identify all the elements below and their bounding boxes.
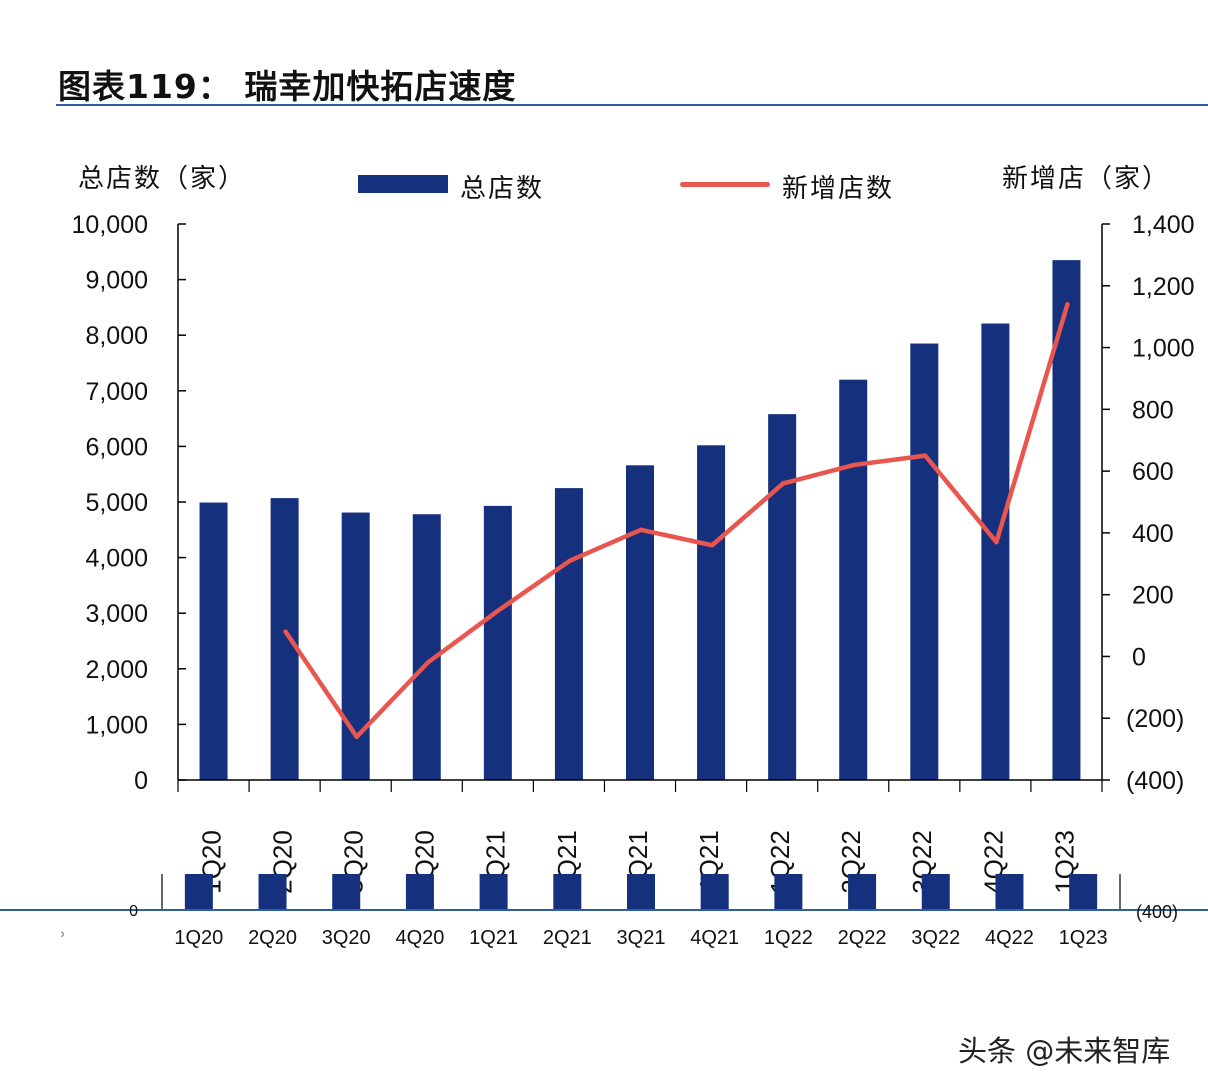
strip-x-label-4Q20: 4Q20 (395, 927, 444, 949)
left-tick-label: 4,000 (85, 545, 148, 573)
line-point-4Q22 (994, 539, 999, 545)
left-tick-label: 1,000 (85, 711, 148, 739)
bar-1Q22 (768, 414, 797, 780)
legend-bar-label: 总店数 (460, 174, 545, 204)
strip-bar-4Q20 (405, 874, 434, 910)
left-tick-label: 10,000 (72, 211, 148, 239)
bar-1Q21 (483, 505, 512, 780)
line-point-2Q22 (852, 462, 857, 468)
bar-4Q20 (412, 514, 441, 780)
strip-x-label-1Q22: 1Q22 (764, 927, 813, 949)
bar-2Q22 (839, 379, 868, 780)
right-axis-title: 新增店（家） (1002, 164, 1171, 194)
strip-x-label-1Q21: 1Q21 (469, 927, 518, 949)
watermark: 头条 @未来智库 (958, 1034, 1171, 1068)
right-tick-label: 0 (1132, 643, 1146, 671)
strip-x-label-2Q20: 2Q20 (248, 927, 297, 949)
strip-bar-3Q20 (332, 874, 361, 910)
right-tick-label: 1,000 (1132, 335, 1195, 363)
strip-bar-1Q22 (774, 874, 803, 910)
strip-x-label-3Q21: 3Q21 (617, 927, 666, 949)
right-tick-label: 400 (1132, 520, 1174, 548)
legend-line-swatch (680, 182, 770, 187)
right-tick-label: 200 (1132, 582, 1174, 610)
right-tick-label: 1,200 (1132, 273, 1195, 301)
strip-bar-1Q23 (1069, 874, 1098, 910)
line-point-3Q22 (923, 453, 928, 458)
line-point-3Q21 (638, 527, 644, 532)
bar-series (199, 260, 1081, 780)
left-tick-label: 3,000 (85, 600, 148, 628)
strip-bar-2Q22 (848, 874, 877, 910)
right-tick-label: (200) (1126, 705, 1184, 733)
bar-3Q22 (910, 343, 939, 780)
line-point-2Q21 (567, 558, 573, 563)
line-point-4Q20 (425, 660, 430, 665)
left-axis-title: 总店数（家） (78, 164, 247, 194)
duplicate-strip: 1Q20 2Q20 3Q20 4Q20 1Q21 2Q21 3Q21 4Q21 1Q22 2Q22… (0, 874, 1208, 949)
strip-x-label-2Q21: 2Q21 (543, 927, 592, 949)
left-tick-label: 0 (134, 767, 148, 795)
strip-bar-3Q22 (921, 874, 950, 910)
axes: 0 1,000 2,000 3,000 4,000 5,000 6,000 7,000 8,00… (72, 211, 1195, 795)
strip-left-label: 0 (129, 903, 138, 920)
strip-bar-2Q21 (553, 874, 582, 910)
legend-line-label: 新增店数 (782, 174, 895, 204)
left-tick-label: 8,000 (85, 322, 148, 350)
bar-4Q22 (981, 323, 1010, 780)
bar-1Q23 (1052, 260, 1081, 780)
right-tick-label: (400) (1126, 767, 1184, 795)
legend-bar-swatch (358, 175, 448, 193)
bar-1Q20 (199, 502, 228, 780)
line-point-1Q21 (496, 607, 502, 613)
scan-artifact: ʾ (60, 928, 67, 952)
left-tick-label: 2,000 (85, 656, 148, 684)
strip-bar-4Q22 (995, 874, 1024, 910)
strip-x-label-4Q21: 4Q21 (690, 927, 739, 949)
right-tick-label: 1,400 (1132, 211, 1195, 239)
bar-3Q20 (341, 512, 370, 780)
strip-right-label: (400) (1136, 902, 1178, 922)
bar-4Q21 (697, 445, 726, 780)
line-point-1Q22 (780, 481, 786, 486)
line-new-stores (283, 302, 1070, 740)
bar-2Q20 (270, 498, 299, 780)
left-tick-label: 9,000 (85, 267, 148, 295)
strip-x-label-3Q22: 3Q22 (911, 927, 960, 949)
line-point-3Q20 (354, 734, 359, 739)
line-point-4Q21 (709, 543, 715, 548)
left-tick-label: 5,000 (85, 489, 148, 517)
strip-bar-3Q21 (627, 874, 655, 910)
line-point-2Q20 (283, 629, 288, 634)
strip-bar-2Q20 (258, 874, 287, 910)
right-tick-label: 600 (1132, 458, 1174, 486)
right-tick-label: 800 (1132, 396, 1174, 424)
strip-bar-4Q21 (700, 874, 729, 910)
line-point-1Q23 (1065, 302, 1070, 307)
strip-x-label-3Q20: 3Q20 (322, 927, 371, 949)
bar-2Q21 (554, 488, 583, 780)
left-tick-label: 7,000 (85, 378, 148, 406)
title-divider (56, 104, 1208, 106)
line-series (283, 302, 1070, 740)
strip-x-label-1Q20: 1Q20 (174, 927, 223, 949)
strip-bar-1Q21 (479, 874, 508, 910)
strip-x-label-4Q22: 4Q22 (985, 927, 1034, 949)
left-tick-label: 6,000 (85, 433, 148, 461)
strip-bar-1Q20 (184, 874, 213, 910)
strip-x-label-2Q22: 2Q22 (838, 927, 887, 949)
chart-title: 图表119： 瑞幸加快拓店速度 (58, 67, 517, 106)
bar-3Q21 (626, 465, 654, 780)
strip-x-label-1Q23: 1Q23 (1059, 927, 1108, 949)
